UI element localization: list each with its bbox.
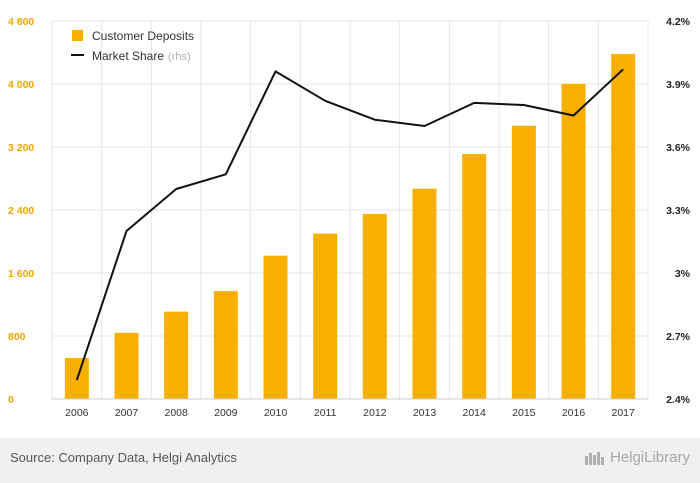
y-left-tick-label: 4 000 <box>8 79 34 91</box>
line-series <box>75 68 624 381</box>
legend-label-market-share-name: Market Share <box>92 49 164 63</box>
bar-2016 <box>561 84 586 399</box>
gridlines <box>51 20 649 400</box>
legend-label-market-share: Market Share (rhs) <box>92 49 191 63</box>
x-tick-label: 2006 <box>65 407 89 419</box>
x-tick-label: 2016 <box>562 407 586 419</box>
x-tick-label: 2010 <box>264 407 288 419</box>
y-right-tick-label: 2.4% <box>666 394 691 406</box>
x-tick-label: 2014 <box>462 407 486 419</box>
y-right-tick-label: 3.9% <box>666 79 691 91</box>
library-icon <box>584 451 604 465</box>
x-tick-label: 2012 <box>363 407 387 419</box>
bar-2013 <box>412 188 437 399</box>
combo-chart: 0 2.4% 800 2.7% 1 600 3% 2 400 3.3% 3 200 3.6% 4 0… <box>8 16 691 419</box>
y-right-tick-label: 3.3% <box>666 205 691 217</box>
legend-label-customer-deposits: Customer Deposits <box>92 29 194 43</box>
brand-name: HelgiLibrary <box>609 449 690 466</box>
y-left-tick-label: 4 800 <box>8 16 34 28</box>
y-right-tick-label: 3% <box>675 268 691 280</box>
x-tick-label: 2009 <box>214 407 238 419</box>
x-tick-label: 2017 <box>611 407 635 419</box>
y-right-tick-label: 4.2% <box>666 16 691 28</box>
legend-swatch-customer-deposits <box>72 30 83 41</box>
y-left-tick-label: 3 200 <box>8 142 34 154</box>
x-tick-label: 2008 <box>164 407 188 419</box>
y-right-tick-label: 2.7% <box>666 331 691 343</box>
bar-2007 <box>114 332 139 399</box>
bar-2014 <box>462 154 487 399</box>
x-tick-label: 2007 <box>115 407 139 419</box>
bar-2011 <box>313 233 338 399</box>
brand-logo: HelgiLibrary <box>584 449 690 466</box>
bar-2010 <box>263 255 288 399</box>
bar-2017 <box>611 54 636 399</box>
bar-2015 <box>511 125 536 400</box>
line-market-share <box>75 68 624 381</box>
bar-2009 <box>213 291 238 399</box>
y-left-tick-label: 2 400 <box>8 205 34 217</box>
bar-series <box>64 54 636 400</box>
source-note: Source: Company Data, Helgi Analytics <box>10 450 237 465</box>
bar-2008 <box>164 311 189 399</box>
bar-2012 <box>362 213 387 399</box>
y-right-tick-label: 3.6% <box>666 142 691 154</box>
legend: Customer Deposits Market Share (rhs) <box>71 29 194 63</box>
x-tick-label: 2011 <box>314 407 337 419</box>
footer: Source: Company Data, Helgi Analytics He… <box>0 438 700 483</box>
x-tick-label: 2015 <box>512 407 536 419</box>
y-left-tick-label: 800 <box>8 331 26 343</box>
legend-label-market-share-suffix: (rhs) <box>168 51 191 63</box>
x-tick-label: 2013 <box>413 407 437 419</box>
y-left-tick-label: 0 <box>8 394 14 406</box>
y-left-tick-label: 1 600 <box>8 268 34 280</box>
axes: 0 2.4% 800 2.7% 1 600 3% 2 400 3.3% 3 200 3.6% 4 0… <box>8 16 691 419</box>
